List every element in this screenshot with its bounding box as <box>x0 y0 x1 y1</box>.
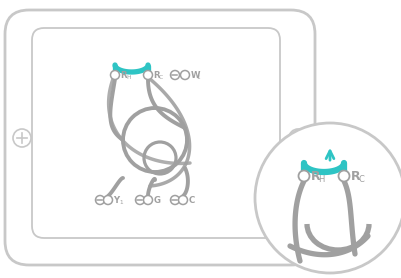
Text: 1: 1 <box>196 75 199 80</box>
Text: C: C <box>159 75 163 80</box>
Circle shape <box>298 170 309 182</box>
Circle shape <box>170 71 179 80</box>
Text: H: H <box>318 175 324 183</box>
Circle shape <box>178 195 187 205</box>
Circle shape <box>180 71 189 80</box>
FancyBboxPatch shape <box>5 10 314 265</box>
Text: C: C <box>358 175 363 183</box>
Circle shape <box>135 195 144 205</box>
Text: Y: Y <box>113 196 119 205</box>
Circle shape <box>254 123 401 273</box>
Text: C: C <box>188 196 194 205</box>
Circle shape <box>110 71 119 80</box>
Circle shape <box>95 195 104 205</box>
Circle shape <box>143 71 152 80</box>
Circle shape <box>288 129 306 147</box>
Circle shape <box>143 195 152 205</box>
Circle shape <box>13 129 31 147</box>
Text: R: R <box>310 170 320 183</box>
FancyBboxPatch shape <box>32 28 279 238</box>
Text: R: R <box>120 71 127 80</box>
Text: R: R <box>153 71 160 80</box>
Text: H: H <box>126 75 130 80</box>
Text: G: G <box>153 196 160 205</box>
Text: R: R <box>350 170 360 183</box>
Circle shape <box>170 195 179 205</box>
Circle shape <box>338 170 348 182</box>
Text: 1: 1 <box>119 200 122 205</box>
Circle shape <box>103 195 112 205</box>
Text: W: W <box>190 71 200 80</box>
